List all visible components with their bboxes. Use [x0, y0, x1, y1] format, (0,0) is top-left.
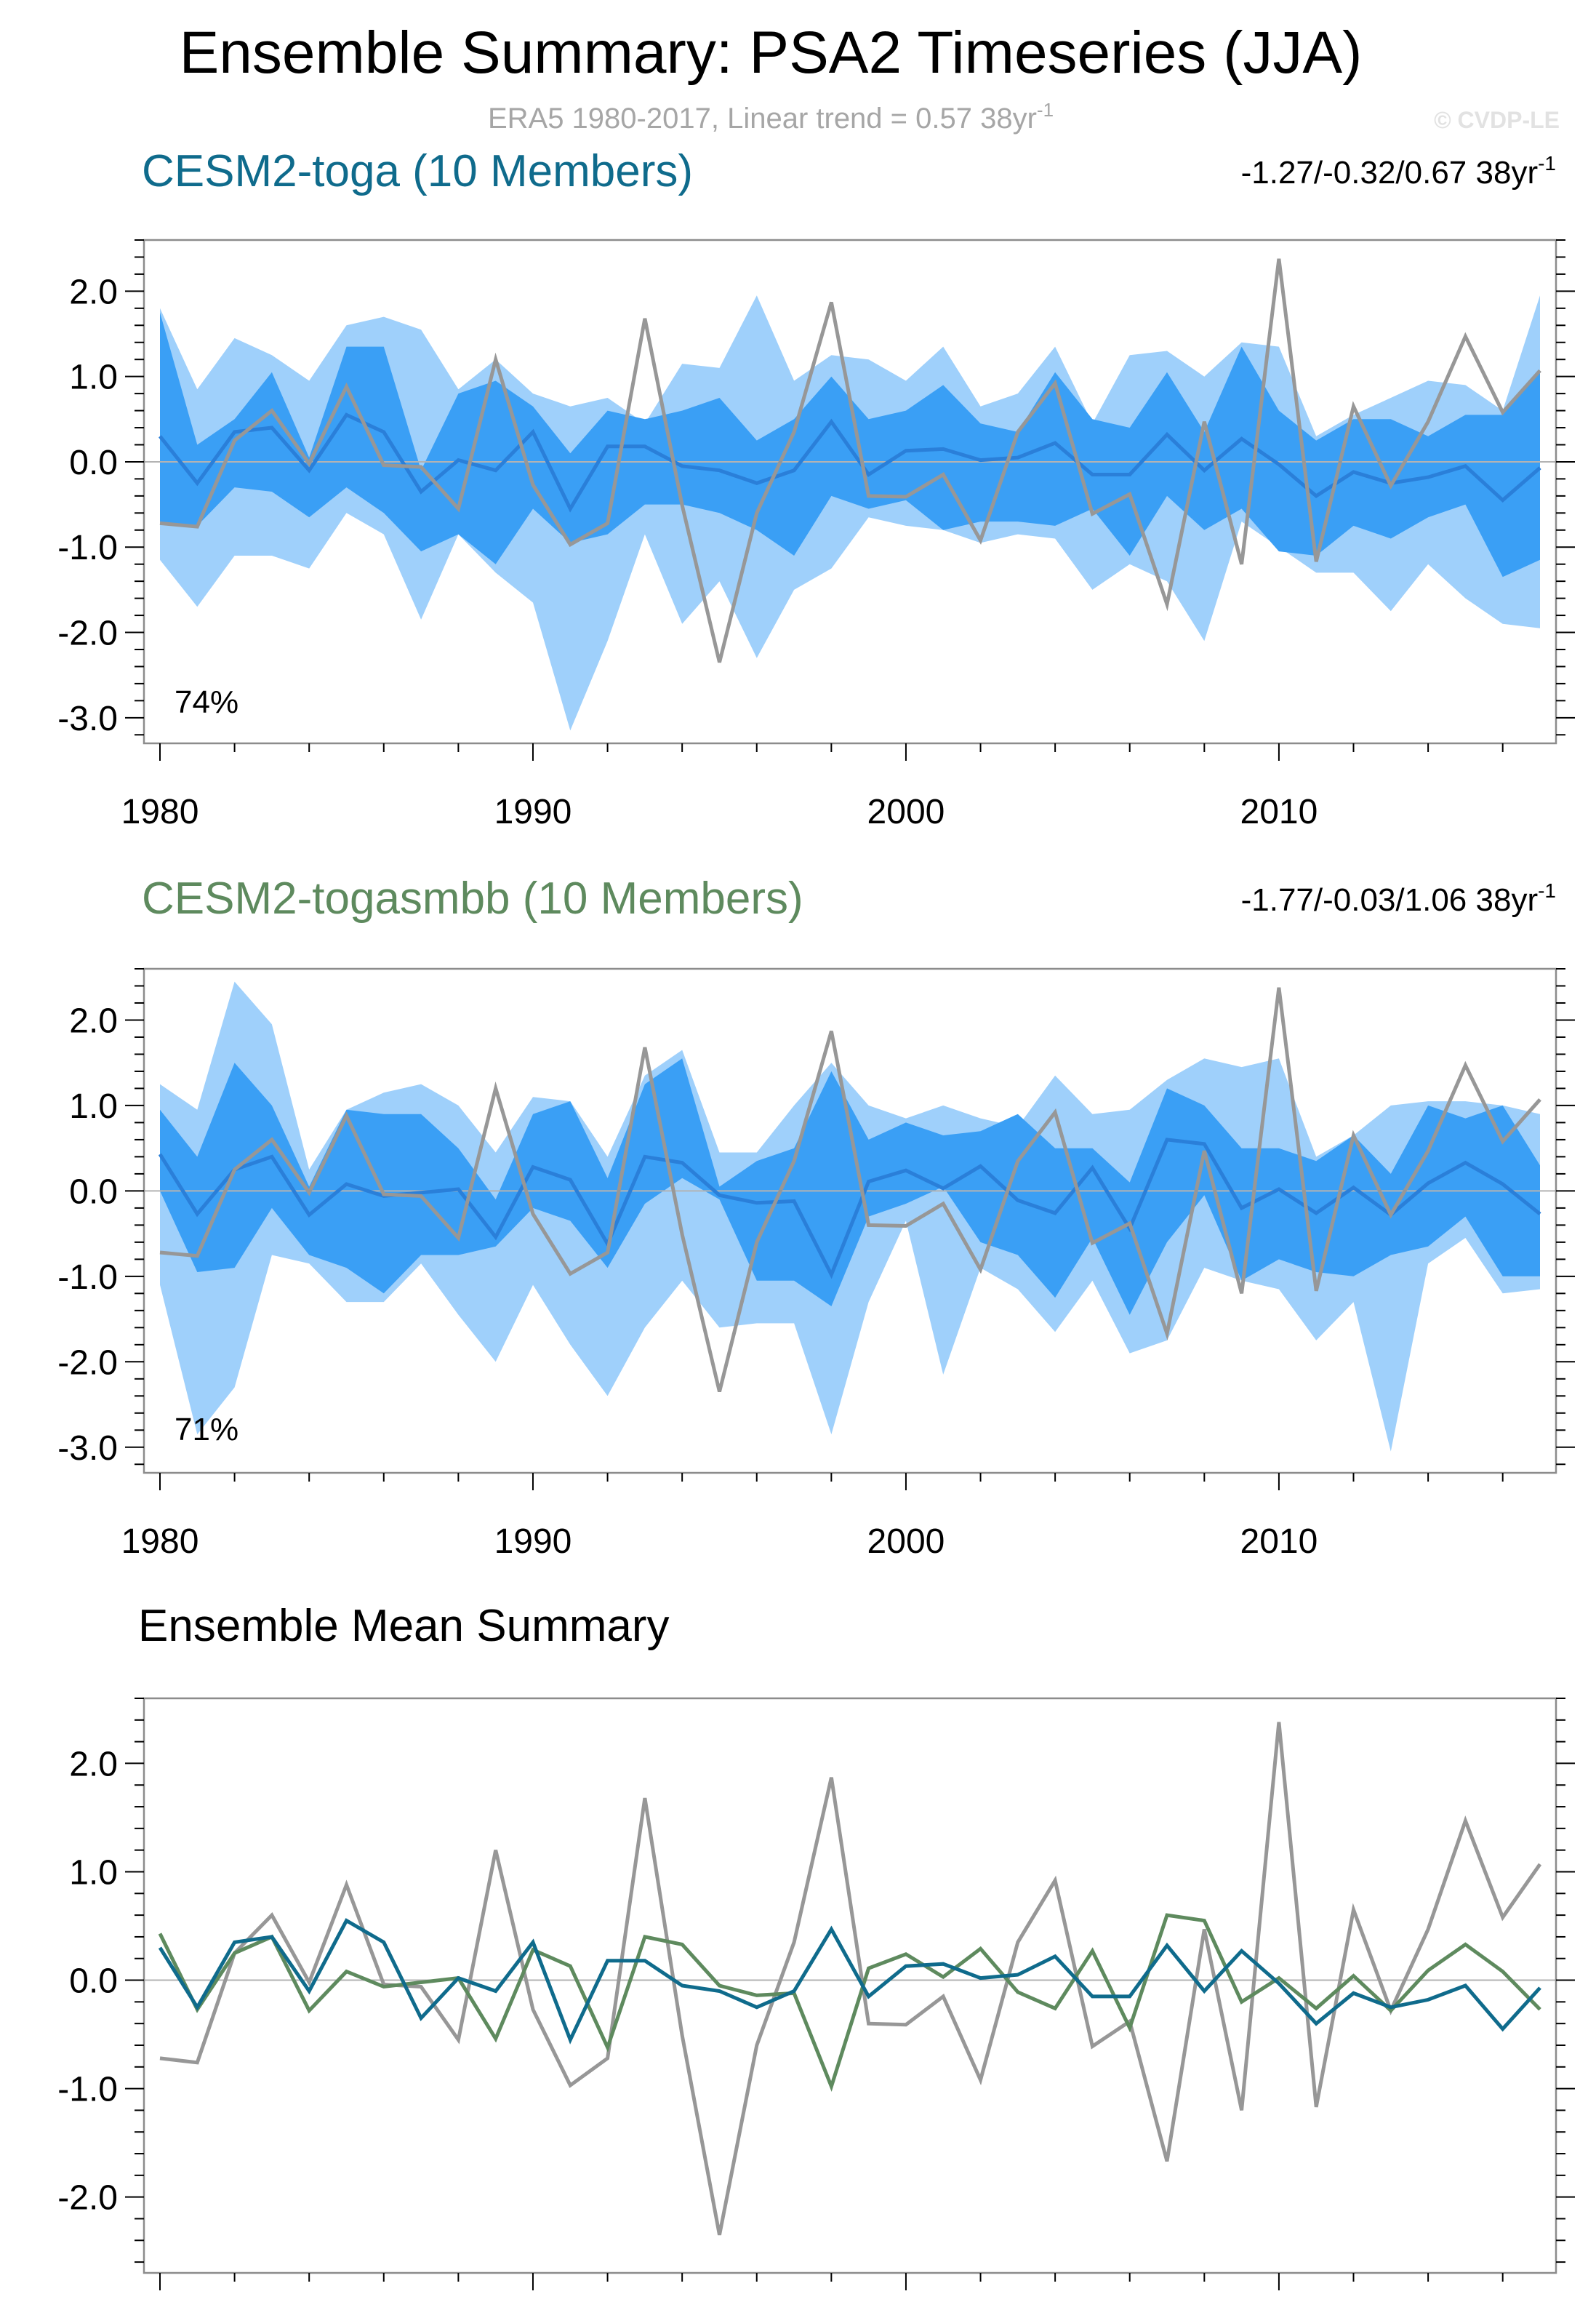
plot-frame [143, 239, 1557, 745]
x-tick-label: 2010 [1240, 1522, 1318, 1561]
plot-frame [143, 1697, 1557, 2274]
band-10-90 [160, 1058, 1540, 1315]
panel-title-togasmbb: CESM2-togasmbb (10 Members) [142, 874, 803, 924]
y-tick-label: -2.0 [57, 1343, 118, 1382]
x-tick-label: 2000 [867, 793, 945, 831]
percent-label-togasmbb: 71% [175, 1412, 238, 1447]
y-tick-label: -1.0 [57, 2071, 118, 2109]
era5-line [159, 987, 1541, 1393]
trend-label-toga: -1.27/-0.32/0.67 38yr-1 [1241, 152, 1556, 191]
y-tick-label: 1.0 [69, 1853, 118, 1892]
panel-summary: Ensemble Mean Summary 2.01.00.0-1.0-2.01… [57, 1601, 1575, 2290]
trend-sup-togasmbb: -1 [1538, 879, 1556, 902]
ensemble-mean-line [159, 412, 1541, 513]
y-tick-label: -3.0 [57, 700, 118, 738]
trend-sup-toga: -1 [1538, 152, 1556, 175]
panel-title-toga: CESM2-toga (10 Members) [142, 146, 693, 196]
y-tick-label: 2.0 [69, 1745, 118, 1783]
plot-area-toga: 2.0 1.0 0.0 -1.0 -2.0 -3.0 1980 1990 2000 2010 [57, 239, 1575, 831]
y-tick-label: 0.0 [69, 444, 118, 482]
subtitle-text: ERA5 1980-2017, Linear trend = 0.57 38yr [488, 103, 1037, 135]
x-tick-label: 1990 [494, 1522, 572, 1561]
y-tick-label: -1.0 [57, 529, 118, 567]
trend-label-togasmbb: -1.77/-0.03/1.06 38yr-1 [1241, 879, 1556, 918]
plot-area-togasmbb: 2.0 1.0 0.0 -1.0 -2.0 -3.0 1980 1990 2000 2010 [57, 967, 1575, 1561]
figure-subtitle: ERA5 1980-2017, Linear trend = 0.57 38yr… [488, 99, 1054, 135]
y-tick-label: 2.0 [69, 273, 118, 311]
trend-text-toga: -1.27/-0.32/0.67 38yr [1241, 155, 1538, 191]
y-tick-label: 1.0 [69, 1087, 118, 1126]
plot-frame [143, 967, 1557, 1474]
era5-line [159, 258, 1541, 663]
y-tick-label: -1.0 [57, 1258, 118, 1297]
y-tick-label: -2.0 [57, 615, 118, 653]
band-10-90 [160, 312, 1540, 577]
togasmbb-mean-line [158, 1913, 1541, 2093]
x-tick-label: 2010 [1240, 793, 1318, 831]
panel-title-summary: Ensemble Mean Summary [138, 1601, 670, 1651]
x-tick-label: 1980 [121, 793, 199, 831]
x-tick-label: 1990 [494, 793, 572, 831]
y-tick-label: 0.0 [69, 1962, 118, 2001]
x-tick-label: 1980 [121, 1522, 199, 1561]
y-tick-label: -3.0 [57, 1429, 118, 1468]
x-tick-label: 2000 [867, 1522, 945, 1561]
copyright-label: © CVDP-LE [1434, 107, 1560, 133]
subtitle-sup: -1 [1037, 99, 1054, 121]
panel-togasmbb: CESM2-togasmbb (10 Members) -1.77/-0.03/… [57, 874, 1575, 1561]
panel-toga: CESM2-toga (10 Members) -1.27/-0.32/0.67… [57, 146, 1575, 831]
percent-label-toga: 74% [175, 684, 238, 720]
toga-mean-line [158, 1918, 1541, 2045]
y-tick-label: 0.0 [69, 1172, 118, 1211]
y-tick-label: 1.0 [69, 359, 118, 397]
y-tick-label: -2.0 [57, 2179, 118, 2218]
y-tick-label: 2.0 [69, 1002, 118, 1040]
trend-text-togasmbb: -1.77/-0.03/1.06 38yr [1241, 882, 1538, 918]
figure-title: Ensemble Summary: PSA2 Timeseries (JJA) [180, 20, 1363, 86]
